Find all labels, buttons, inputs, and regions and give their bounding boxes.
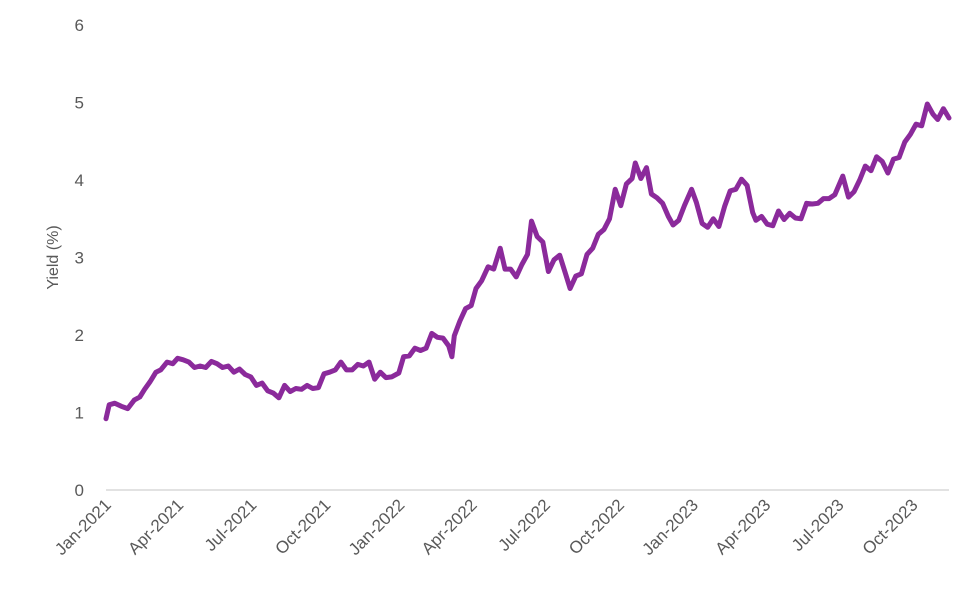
x-tick-label: Jul-2023 — [788, 495, 848, 555]
x-tick-label: Apr-2022 — [418, 495, 481, 558]
y-tick-label: 6 — [75, 16, 84, 35]
x-tick-label: Oct-2021 — [272, 495, 335, 558]
x-tick-label: Jan-2023 — [638, 495, 702, 559]
x-tick-label: Jul-2021 — [201, 495, 261, 555]
y-axis-title: Yield (%) — [45, 225, 62, 289]
y-tick-label: 1 — [75, 404, 84, 423]
x-axis-ticks: Jan-2021 Apr-2021 Jul-2021 Oct-2021 Jan-2022… — [51, 495, 921, 559]
y-tick-label: 0 — [75, 481, 84, 500]
y-tick-label: 2 — [75, 326, 84, 345]
series-line-0 — [103, 101, 952, 422]
series-group — [103, 101, 952, 422]
y-tick-label: 3 — [75, 249, 84, 268]
y-tick-label: 4 — [75, 171, 84, 190]
y-axis-ticks: 0 1 2 3 4 5 6 — [75, 16, 84, 500]
x-tick-label: Jul-2022 — [494, 495, 554, 555]
x-tick-label: Apr-2023 — [712, 495, 775, 558]
y-tick-label: 5 — [75, 94, 84, 113]
x-tick-label: Oct-2022 — [565, 495, 628, 558]
x-tick-label: Jan-2021 — [51, 495, 115, 559]
x-tick-label: Apr-2021 — [124, 495, 187, 558]
x-tick-label: Jan-2022 — [345, 495, 409, 559]
x-tick-label: Oct-2023 — [859, 495, 922, 558]
